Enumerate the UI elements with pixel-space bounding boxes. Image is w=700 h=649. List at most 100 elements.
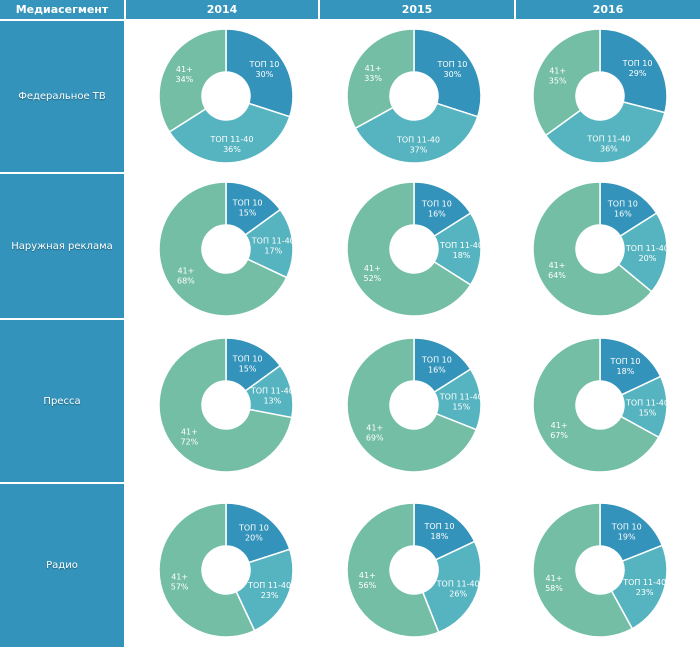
slice-category-label: 41+ [181, 427, 198, 436]
slice-category-label: ТОП 11-40 [436, 579, 480, 588]
donut-Федеральное ТВ-2014: ТОП 1030% ТОП 11-4036% 41+34% [158, 28, 294, 164]
slice-top11-40 [433, 212, 482, 286]
donut-Наружная реклама-2016: ТОП 1016% ТОП 11-4020% 41+64% [532, 181, 669, 317]
slice-value-label: 15% [239, 209, 257, 218]
slice-category-label: ТОП 10 [238, 524, 269, 533]
slice-category-label: 41+ [365, 64, 382, 73]
slice-value-label: 26% [449, 589, 467, 598]
slice-top11-40 [421, 540, 482, 634]
slice-rest [346, 28, 415, 130]
slice-value-label: 36% [223, 145, 241, 154]
slice-category-label: ТОП 10 [423, 522, 454, 531]
slice-top10 [225, 502, 291, 564]
slice-category-label: ТОП 10 [609, 357, 640, 366]
slice-category-label: ТОП 10 [607, 199, 638, 208]
slice-category-label: ТОП 11-40 [625, 244, 669, 253]
slice-value-label: 20% [245, 534, 263, 543]
slice-rest [346, 337, 478, 473]
slice-rest [158, 28, 227, 133]
slice-category-label: ТОП 11-40 [439, 393, 483, 402]
slice-value-label: 37% [410, 145, 428, 154]
slice-value-label: 23% [636, 588, 654, 597]
slice-rest [346, 181, 472, 317]
slice-category-label: 41+ [546, 574, 563, 583]
slice-category-label: ТОП 10 [436, 60, 467, 69]
slice-category-label: ТОП 10 [248, 60, 279, 69]
slice-category-label: ТОП 10 [421, 199, 452, 208]
slice-value-label: 30% [444, 70, 462, 79]
slice-value-label: 15% [239, 365, 257, 374]
slice-category-label: 41+ [171, 572, 188, 581]
header-year-2014: 2014 [126, 0, 318, 19]
slice-category-label: 41+ [364, 264, 381, 273]
slice-value-label: 13% [263, 397, 281, 406]
slice-value-label: 23% [261, 591, 279, 600]
slice-value-label: 52% [363, 274, 381, 283]
slice-top10 [225, 28, 294, 118]
slice-rest [158, 502, 256, 638]
slice-value-label: 36% [600, 145, 618, 154]
slice-value-label: 29% [629, 69, 647, 78]
slice-value-label: 19% [618, 533, 636, 542]
slice-top11-40 [610, 544, 668, 630]
slice-value-label: 15% [452, 403, 470, 412]
slice-category-label: ТОП 11-40 [247, 581, 291, 590]
slice-category-label: ТОП 11-40 [586, 135, 630, 144]
slice-value-label: 72% [181, 437, 199, 446]
slice-rest [532, 28, 601, 137]
slice-category-label: ТОП 11-40 [209, 135, 253, 144]
slice-value-label: 64% [548, 271, 566, 280]
slice-value-label: 30% [256, 70, 274, 79]
slice-value-label: 20% [639, 254, 657, 263]
slice-category-label: 41+ [359, 571, 376, 580]
slice-value-label: 18% [617, 367, 635, 376]
slice-category-label: 41+ [177, 266, 194, 275]
slice-value-label: 68% [177, 276, 195, 285]
slice-category-label: ТОП 10 [421, 355, 452, 364]
slice-category-label: ТОП 10 [611, 523, 642, 532]
slice-category-label: 41+ [549, 261, 566, 270]
slice-rest [158, 337, 293, 473]
slice-top10 [599, 337, 662, 396]
slice-category-label: ТОП 11-40 [625, 398, 669, 407]
slice-category-label: ТОП 11-40 [396, 135, 440, 144]
slice-value-label: 16% [614, 209, 632, 218]
slice-category-label: ТОП 11-40 [439, 241, 483, 250]
slice-top11-40 [354, 102, 479, 164]
donut-Федеральное ТВ-2015: ТОП 1030% ТОП 11-4037% 41+33% [346, 28, 482, 164]
slice-category-label: 41+ [551, 421, 568, 430]
slice-value-label: 17% [264, 247, 282, 256]
slice-category-label: ТОП 10 [232, 355, 263, 364]
slice-value-label: 57% [171, 582, 189, 591]
slice-category-label: 41+ [549, 66, 566, 75]
slice-top10 [599, 28, 668, 114]
slice-top11-40 [617, 212, 668, 293]
header-year-2015: 2015 [320, 0, 514, 19]
row-label-radio: Радио [0, 484, 124, 647]
slice-value-label: 15% [639, 408, 657, 417]
row-label-outdoor: Наружная реклама [0, 174, 124, 318]
slice-rest [158, 181, 288, 317]
slice-value-label: 56% [358, 581, 376, 590]
slice-value-label: 69% [366, 434, 384, 443]
slice-category-label: ТОП 11-40 [250, 387, 294, 396]
slice-top10 [413, 502, 476, 561]
header-segment: Медиасегмент [0, 0, 124, 19]
slice-rest [346, 502, 440, 638]
donut-Федеральное ТВ-2016: ТОП 1029% ТОП 11-4036% 41+35% [532, 28, 668, 164]
slice-rest [532, 502, 634, 638]
slice-category-label: 41+ [176, 65, 193, 74]
slice-category-label: ТОП 10 [622, 59, 653, 68]
slice-value-label: 35% [549, 76, 567, 85]
slice-category-label: ТОП 11-40 [622, 578, 666, 587]
slice-rest [532, 181, 653, 317]
donut-Наружная реклама-2015: ТОП 1016% ТОП 11-4018% 41+52% [346, 181, 483, 317]
slice-value-label: 18% [453, 251, 471, 260]
slice-value-label: 33% [364, 74, 382, 83]
row-label-press: Пресса [0, 320, 124, 482]
